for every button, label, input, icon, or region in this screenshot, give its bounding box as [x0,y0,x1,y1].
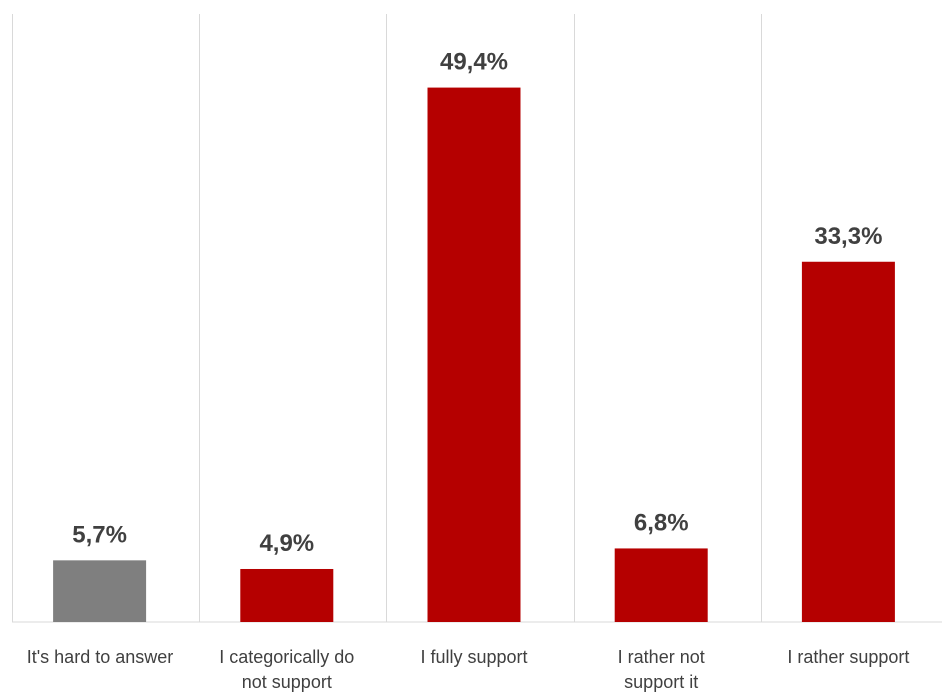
bar [614,548,708,622]
bars [53,87,895,623]
category-label: I rather support [787,647,909,667]
bar [240,568,334,622]
value-labels: 5,7% 4,9% 49,4% 6,8% 33,3% [72,49,882,557]
value-label: 6,8% [634,509,689,536]
value-label: 5,7% [72,521,127,548]
category-label: I categorically do not support [219,647,354,692]
category-label: I rather not support it [618,647,705,692]
bar [427,87,521,623]
bar [801,261,895,622]
value-label: 33,3% [814,223,882,250]
category-label: It's hard to answer [27,647,174,667]
value-label: 4,9% [259,530,314,557]
category-labels: It's hard to answer I categorically do not… [27,647,910,692]
value-label: 49,4% [440,49,508,76]
category-label: I fully support [420,647,527,667]
category-separators [12,14,762,622]
bar [53,560,147,622]
